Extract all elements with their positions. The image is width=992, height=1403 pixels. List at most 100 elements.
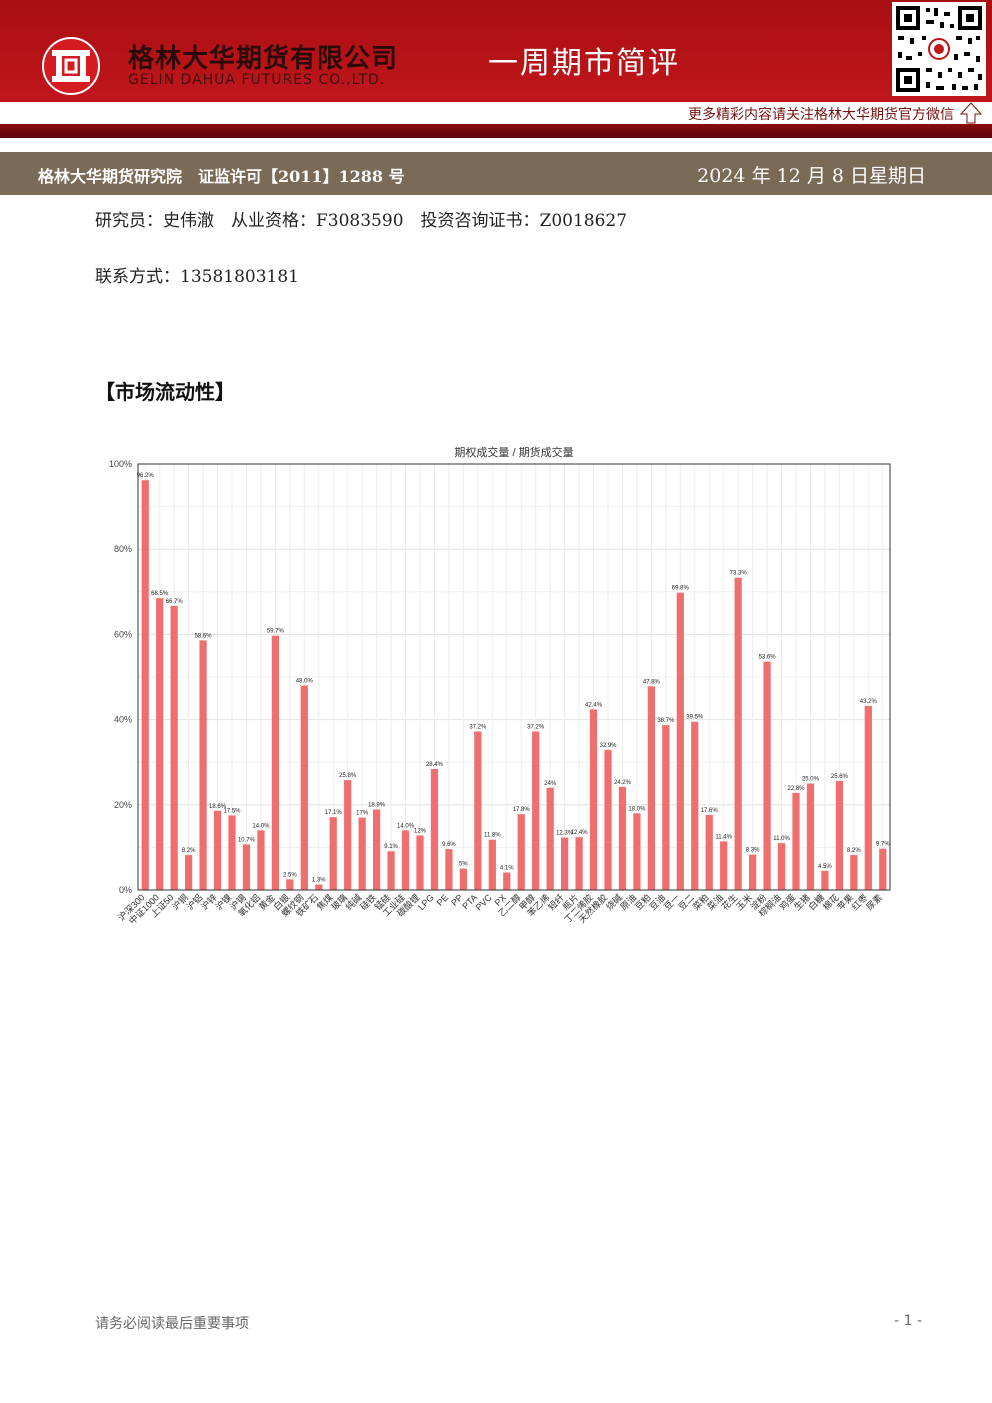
- chart-bar: [300, 685, 308, 890]
- chart-bar: [720, 841, 728, 890]
- data-label: 25.8%: [339, 773, 357, 779]
- data-label: 25.0%: [802, 777, 820, 783]
- x-tick-label: PVC: [474, 892, 495, 913]
- chart-bar: [199, 640, 207, 890]
- data-label: 11.4%: [715, 834, 732, 840]
- company-name-en: GELIN DAHUA FUTURES CO.,LTD.: [128, 72, 386, 88]
- header-stripe: [0, 124, 992, 138]
- chart-bar: [488, 839, 496, 890]
- x-tick-label: 尿素: [864, 892, 885, 913]
- company-logo-icon: [42, 37, 100, 95]
- chart-bar: [213, 810, 222, 890]
- chart-bar: [329, 817, 337, 890]
- chart-bar: [532, 731, 540, 890]
- data-label: 8.2%: [182, 848, 196, 854]
- data-label: 53.6%: [759, 655, 777, 661]
- data-label: 11.0%: [773, 836, 790, 842]
- chart-bar: [647, 686, 655, 890]
- chart-bar: [286, 879, 294, 890]
- data-label: 10.7%: [238, 837, 256, 843]
- data-label: 17.6%: [701, 808, 719, 814]
- contact-info: 联系方式：13581803181: [95, 267, 299, 287]
- data-label: 9.7%: [876, 842, 890, 848]
- chart-bar: [561, 837, 569, 890]
- chart-bar: [185, 855, 193, 890]
- chart-bar: [517, 814, 525, 890]
- chart-bar: [373, 809, 381, 890]
- y-tick-label: 40%: [114, 715, 132, 725]
- chart-bar: [864, 705, 872, 890]
- chart-bar: [459, 868, 467, 890]
- page-number: - 1 -: [894, 1313, 922, 1329]
- data-label: 8.3%: [746, 848, 760, 854]
- data-label: 24.2%: [614, 780, 632, 786]
- data-label: 2.5%: [283, 872, 297, 878]
- x-tick-label: PE: [435, 892, 451, 908]
- chart-bar: [546, 787, 554, 890]
- data-label: 1.3%: [312, 877, 326, 883]
- chart-bar: [879, 848, 887, 890]
- chart-bar: [170, 605, 178, 890]
- chart-bar: [575, 837, 583, 890]
- data-label: 73.3%: [730, 571, 748, 577]
- data-label: 42.4%: [585, 702, 603, 708]
- data-label: 17%: [356, 811, 369, 817]
- data-label: 17.1%: [325, 810, 343, 816]
- data-label: 18.9%: [368, 802, 386, 808]
- data-label: 17.5%: [223, 808, 241, 814]
- chart-bar: [228, 815, 236, 890]
- wechat-qr-code-icon[interactable]: [892, 2, 986, 96]
- chart-bar: [705, 815, 713, 890]
- wechat-follow-note: 更多精彩内容请关注格林大华期货官方微信: [688, 107, 954, 123]
- data-label: 12%: [414, 828, 427, 834]
- institute-bar: [0, 152, 992, 195]
- chart-bar: [633, 813, 641, 890]
- researcher-info: 研究员：史伟澈 从业资格：F3083590 投资咨询证书：Z0018627: [95, 211, 628, 231]
- chart-bar: [430, 769, 439, 890]
- chart-bar: [821, 870, 829, 890]
- data-label: 9.6%: [442, 842, 456, 848]
- data-label: 66.7%: [166, 599, 184, 605]
- data-label: 58.6%: [195, 633, 213, 639]
- chart-bar: [618, 786, 627, 890]
- data-label: 17.8%: [513, 807, 531, 813]
- chart-bar: [358, 817, 366, 890]
- chart-bar: [662, 725, 670, 890]
- data-label: 96.2%: [137, 473, 155, 479]
- data-label: 37.2%: [469, 725, 487, 731]
- plot-frame: [137, 463, 891, 891]
- data-label: 32.9%: [599, 743, 617, 749]
- x-tick-label: LPG: [416, 892, 436, 912]
- chart-bar: [315, 884, 323, 890]
- chart-bar: [503, 872, 511, 890]
- chart-bar: [474, 731, 482, 890]
- data-label: 24%: [544, 781, 557, 787]
- chart-bar: [676, 592, 684, 890]
- chart-bar: [445, 849, 453, 890]
- data-label: 18.6%: [209, 804, 227, 810]
- data-label: 37.2%: [527, 725, 545, 731]
- y-tick-label: 100%: [109, 459, 132, 469]
- chart-bar: [141, 480, 149, 890]
- chart-bar: [271, 635, 279, 890]
- data-label: 4.1%: [500, 866, 514, 872]
- data-label: 68.5%: [151, 591, 169, 597]
- chart-bar: [387, 851, 395, 890]
- data-label: 5%: [459, 862, 468, 868]
- data-label: 39.5%: [686, 715, 704, 721]
- report-title: 一周期市简评: [488, 46, 680, 81]
- chart-bar: [401, 830, 410, 890]
- chart-bar: [589, 709, 598, 890]
- header-banner: [0, 0, 992, 102]
- report-date: 2024 年 12 月 8 日星期日: [697, 165, 926, 187]
- data-label: 9.1%: [384, 844, 398, 850]
- y-tick-label: 80%: [114, 544, 132, 554]
- chart-bar: [734, 577, 742, 890]
- data-label: 4.5%: [818, 864, 832, 870]
- data-label: 18.0%: [628, 806, 646, 812]
- institute-license: 格林大华期货研究院 证监许可【2011】1288 号: [38, 167, 405, 186]
- arrow-up-icon: [960, 102, 982, 124]
- chart-bar: [344, 780, 352, 890]
- chart-bar: [416, 835, 424, 890]
- footer-disclaimer: 请务必阅读最后重要事项: [95, 1316, 249, 1332]
